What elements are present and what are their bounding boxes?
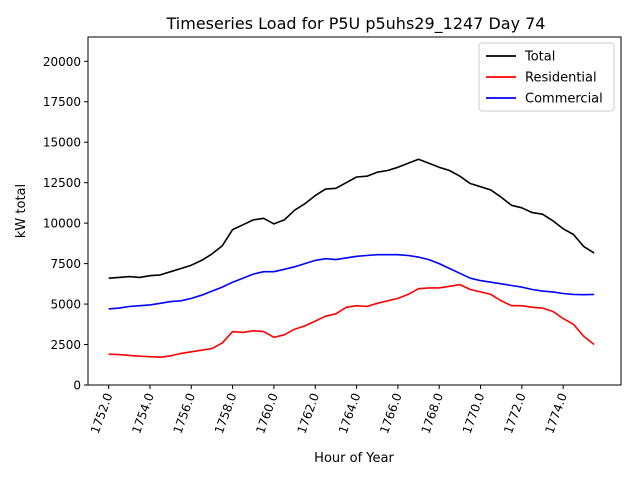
x-tick-label: 1758.0 [212, 391, 240, 435]
chart-title: Timeseries Load for P5U p5uhs29_1247 Day… [166, 14, 546, 34]
x-tick-label: 1766.0 [377, 391, 405, 435]
y-tick-label: 17500 [43, 95, 81, 109]
x-tick-label: 1770.0 [460, 391, 488, 435]
legend-label-total: Total [524, 50, 555, 65]
legend: Total Residential Commercial [478, 42, 615, 112]
series-line-commercial [108, 253, 595, 310]
y-axis-label: kW total [14, 184, 29, 238]
y-tick-label: 10000 [43, 217, 81, 231]
x-axis-label: Hour of Year [314, 451, 394, 466]
y-tick-label: 20000 [43, 55, 81, 69]
y-tick-label: 5000 [50, 298, 81, 312]
legend-box [478, 42, 615, 112]
x-tick-label: 1774.0 [542, 391, 570, 435]
y-axis: 0 2500 5000 7500 10000 12500 15000 17500 20000 [43, 55, 88, 393]
x-axis: 1752.0 1754.0 1756.0 1758.0 1760.0 1762.0 1764… [88, 385, 570, 435]
x-tick-label: 1752.0 [88, 391, 116, 435]
x-tick-label: 1772.0 [501, 391, 529, 435]
x-tick-label: 1754.0 [129, 391, 157, 435]
legend-label-residential: Residential [525, 71, 597, 86]
legend-label-commercial: Commercial [525, 92, 603, 107]
y-tick-label: 2500 [50, 338, 81, 352]
x-tick-label: 1762.0 [295, 391, 323, 435]
x-tick-label: 1760.0 [253, 391, 281, 435]
plot-area [87, 36, 622, 386]
y-tick-label: 0 [73, 379, 81, 393]
y-tick-label: 15000 [43, 136, 81, 150]
series-line-total [108, 158, 595, 279]
x-tick-label: 1768.0 [419, 391, 447, 435]
legend-items: Total Residential Commercial [486, 50, 603, 107]
x-tick-label: 1764.0 [336, 391, 364, 435]
y-tick-label: 12500 [43, 176, 81, 190]
y-tick-label: 7500 [50, 257, 81, 271]
series-layer [108, 158, 595, 359]
series-line-residential [108, 283, 595, 359]
x-tick-label: 1756.0 [171, 391, 199, 435]
